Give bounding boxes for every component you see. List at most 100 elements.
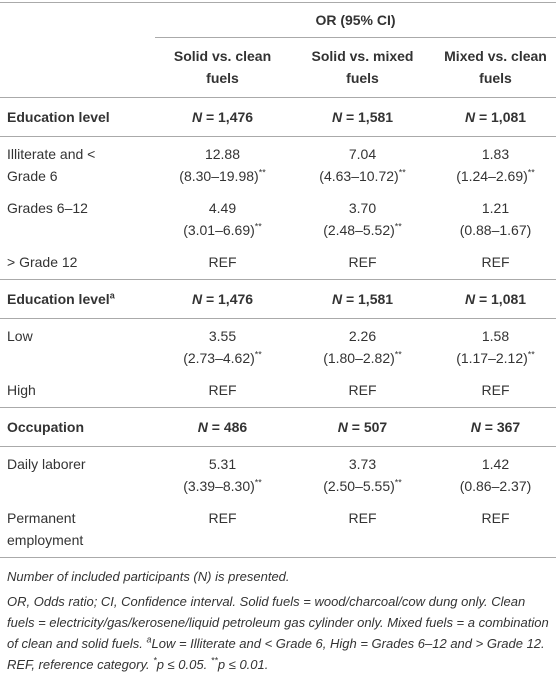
- confidence-interval-line: (2.50–5.55)**: [297, 475, 428, 497]
- empty-cell: [0, 2, 155, 38]
- significance: **: [254, 349, 262, 360]
- significance: **: [527, 349, 535, 360]
- odds-ratio: REF: [481, 254, 510, 270]
- footnotes: Number of included participants (N) is p…: [0, 558, 556, 675]
- confidence-interval-line: (8.30–19.98)**: [162, 165, 283, 187]
- significance: **: [527, 167, 535, 178]
- odds-ratio: 1.83: [481, 146, 510, 162]
- sample-size: N = 367: [435, 407, 556, 447]
- odds-ratio-cell: 4.49 (3.01–6.69)**: [155, 191, 290, 245]
- confidence-interval: (4.63–10.72): [319, 168, 399, 184]
- odds-ratio-cell: REF: [290, 245, 435, 280]
- confidence-interval: (0.88–1.67): [459, 222, 532, 238]
- odds-ratio: REF: [348, 510, 377, 526]
- section-row: Education level N = 1,476 N = 1,581 N = 1,0…: [0, 97, 556, 137]
- odds-ratio-cell: 1.83 (1.24–2.69)**: [435, 137, 556, 192]
- confidence-interval: (2.73–4.62): [183, 350, 255, 366]
- column-header: Solid vs. mixed fuels: [290, 37, 435, 98]
- confidence-interval-line: (2.48–5.52)**: [297, 219, 428, 241]
- odds-ratio: REF: [348, 382, 377, 398]
- section-row: Education levela N = 1,476 N = 1,581 N = 1,…: [0, 279, 556, 319]
- confidence-interval-line: (1.24–2.69)**: [442, 165, 549, 187]
- footnote-mark: *: [153, 655, 157, 666]
- footnote: OR, Odds ratio; CI, Confidence interval.…: [7, 591, 549, 675]
- odds-ratio: 1.58: [481, 328, 510, 344]
- sample-size: N = 1,581: [290, 97, 435, 137]
- sample-size: N = 507: [290, 407, 435, 447]
- odds-ratio-cell: REF: [435, 245, 556, 280]
- odds-ratio: REF: [208, 382, 237, 398]
- column-header: Mixed vs. clean fuels: [435, 37, 556, 98]
- footnote-text: OR, Odds ratio; CI, Confidence interval.…: [7, 594, 549, 651]
- row-label: Grades 6–12: [7, 200, 88, 216]
- row-label: Illiterate and < Grade 6: [7, 146, 96, 184]
- confidence-interval-line: (1.80–2.82)**: [297, 347, 428, 369]
- row-label-cell: > Grade 12: [0, 245, 155, 280]
- row-label-cell: Low: [0, 319, 155, 374]
- row-label-cell: High: [0, 373, 155, 408]
- header-row: Solid vs. clean fuels Solid vs. mixed fue…: [0, 37, 556, 98]
- confidence-interval: (2.50–5.55): [323, 478, 395, 494]
- confidence-interval: (1.17–2.12): [456, 350, 528, 366]
- odds-ratio: 12.88: [204, 146, 241, 162]
- data-row: Daily laborer 5.31 (3.39–8.30)** 3.73 (2.50–…: [0, 447, 556, 502]
- odds-ratio: 7.04: [348, 146, 377, 162]
- odds-ratio: 3.73: [348, 456, 377, 472]
- odds-ratio: 3.55: [208, 328, 237, 344]
- significance: **: [254, 477, 262, 488]
- footnote-mark: a: [109, 290, 115, 301]
- data-row: Illiterate and < Grade 6 12.88 (8.30–19.98…: [0, 137, 556, 192]
- odds-ratio-cell: REF: [155, 373, 290, 408]
- confidence-interval-line: (3.01–6.69)**: [162, 219, 283, 241]
- section-row: Occupation N = 486 N = 507 N = 367: [0, 407, 556, 447]
- confidence-interval: (1.24–2.69): [456, 168, 528, 184]
- odds-ratio-cell: 1.42 (0.86–2.37): [435, 447, 556, 502]
- odds-ratio-cell: REF: [435, 373, 556, 408]
- significance: **: [394, 477, 402, 488]
- row-label-cell: Daily laborer: [0, 447, 155, 502]
- odds-ratio-cell: REF: [290, 501, 435, 558]
- results-table: OR (95% CI) Solid vs. clean fuels Solid vs…: [0, 2, 556, 558]
- odds-ratio-cell: 2.26 (1.80–2.82)**: [290, 319, 435, 374]
- column-header-text: Solid vs. clean fuels: [173, 48, 272, 86]
- odds-ratio: REF: [481, 510, 510, 526]
- significance: **: [254, 221, 262, 232]
- odds-ratio: 1.21: [481, 200, 510, 216]
- row-label-cell: Permanent employment: [0, 501, 155, 558]
- row-label-cell: Illiterate and < Grade 6: [0, 137, 155, 192]
- confidence-interval-line: (0.88–1.67): [442, 219, 549, 241]
- row-label: Daily laborer: [7, 456, 86, 472]
- sample-size: N = 1,081: [435, 279, 556, 319]
- confidence-interval: (8.30–19.98): [179, 168, 259, 184]
- odds-ratio-cell: REF: [290, 373, 435, 408]
- footnote-text: p ≤ 0.05.: [156, 657, 211, 672]
- row-label: High: [7, 382, 36, 398]
- odds-ratio-cell: 3.55 (2.73–4.62)**: [155, 319, 290, 374]
- section-label: Education level: [7, 109, 110, 125]
- section-label-cell: Education levela: [0, 279, 155, 319]
- footnote-mark: **: [210, 655, 218, 666]
- data-row: Grades 6–12 4.49 (3.01–6.69)** 3.70 (2.48–5.…: [0, 191, 556, 245]
- odds-ratio-cell: 1.21 (0.88–1.67): [435, 191, 556, 245]
- significance: **: [394, 349, 402, 360]
- odds-ratio-cell: 3.70 (2.48–5.52)**: [290, 191, 435, 245]
- row-label: Low: [7, 328, 33, 344]
- data-row: Permanent employment REF REF REF: [0, 501, 556, 558]
- group-header: OR (95% CI): [155, 2, 556, 38]
- section-label-cell: Occupation: [0, 407, 155, 447]
- row-label-cell: Grades 6–12: [0, 191, 155, 245]
- header-group-row: OR (95% CI): [0, 2, 556, 38]
- confidence-interval-line: (0.86–2.37): [442, 475, 549, 497]
- sample-size: N = 1,476: [155, 97, 290, 137]
- footnote-text: Low = Illiterate and < Grade 6, High = G…: [7, 636, 545, 672]
- sample-size: N = 1,581: [290, 279, 435, 319]
- footnote: Number of included participants (N) is p…: [7, 569, 290, 584]
- odds-ratio: 4.49: [208, 200, 237, 216]
- row-label: Permanent employment: [7, 510, 84, 548]
- sample-size: N = 1,081: [435, 97, 556, 137]
- sample-size: N = 486: [155, 407, 290, 447]
- odds-ratio-cell: 3.73 (2.50–5.55)**: [290, 447, 435, 502]
- odds-ratio-cell: REF: [435, 501, 556, 558]
- confidence-interval: (3.39–8.30): [183, 478, 255, 494]
